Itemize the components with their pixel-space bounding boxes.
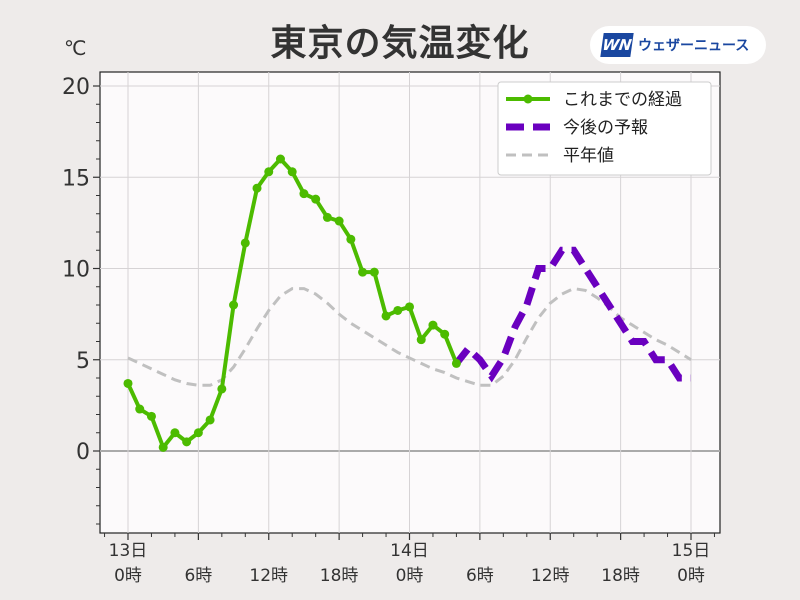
x-tick-hour-label: 0時 [114, 566, 142, 586]
observed-point [299, 189, 309, 199]
legend-marker [523, 94, 533, 104]
observed-point [217, 384, 227, 394]
chart-title: 東京の気温変化 [270, 23, 530, 64]
observed-point [311, 194, 321, 204]
y-tick-label: 15 [62, 166, 90, 191]
observed-point [428, 320, 438, 330]
observed-point [182, 437, 192, 447]
x-tick-hour-label: 18時 [320, 566, 359, 586]
observed-point [252, 183, 262, 193]
legend-box [497, 81, 712, 176]
observed-point [322, 212, 332, 222]
observed-point [158, 442, 168, 452]
x-tick-hour-label: 18時 [601, 566, 640, 586]
x-tick-day-label: 15日 [672, 541, 711, 561]
observed-point [287, 167, 297, 177]
y-tick-label: 20 [62, 75, 90, 100]
observed-point [205, 415, 215, 425]
y-tick-label: 0 [76, 440, 90, 465]
x-tick-hour-label: 6時 [184, 566, 212, 586]
observed-point [346, 234, 356, 244]
observed-point [264, 167, 274, 177]
y-axis-unit: ℃ [64, 36, 87, 60]
x-tick-hour-label: 12時 [531, 566, 570, 586]
x-tick-hour-label: 6時 [466, 566, 494, 586]
logo-text: ウェザーニュース [638, 38, 750, 54]
observed-point [451, 358, 461, 368]
observed-point [240, 238, 250, 248]
observed-point [405, 302, 414, 312]
legend-label: 平年値 [563, 146, 614, 166]
observed-point [146, 411, 156, 421]
y-tick-label: 5 [76, 349, 90, 374]
observed-point [393, 305, 403, 315]
observed-point [135, 404, 145, 414]
x-tick-day-label: 14日 [390, 541, 429, 561]
legend-label: これまでの経過 [563, 90, 682, 110]
observed-point [416, 335, 426, 345]
legend-label: 今後の予報 [563, 118, 648, 138]
observed-point [381, 311, 391, 321]
observed-point [229, 300, 239, 310]
observed-point [369, 267, 379, 277]
observed-point [170, 428, 180, 438]
observed-point [193, 428, 203, 438]
y-tick-label: 10 [62, 258, 90, 283]
observed-point [334, 216, 344, 226]
x-tick-hour-label: 0時 [396, 566, 424, 586]
x-tick-hour-label: 0時 [677, 566, 705, 586]
observed-point [440, 329, 450, 339]
observed-point [123, 378, 133, 388]
observed-point [275, 154, 285, 164]
x-tick-hour-label: 12時 [249, 566, 288, 586]
observed-point [358, 267, 368, 277]
weathernews-logo: WN ウェザーニュース [590, 26, 766, 64]
x-tick-day-label: 13日 [109, 541, 148, 561]
forecast-line [453, 246, 691, 383]
